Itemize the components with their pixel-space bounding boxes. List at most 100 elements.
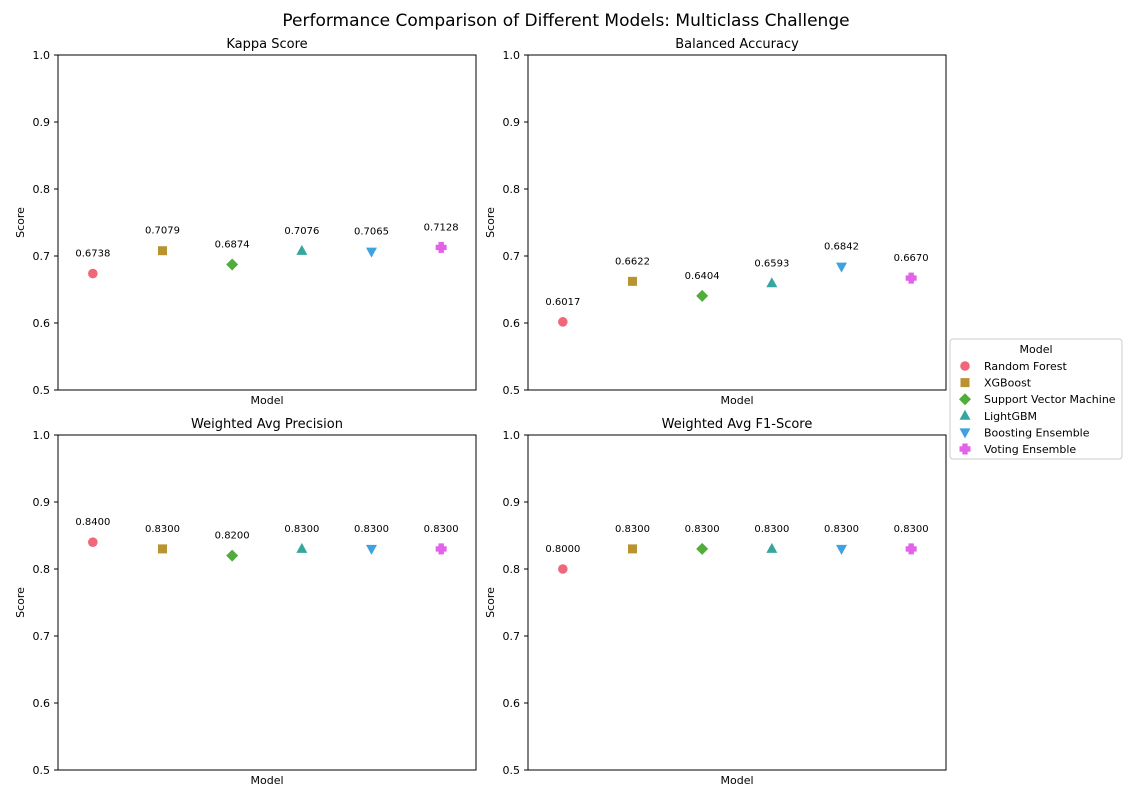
data-label: 0.6622	[615, 256, 650, 267]
data-point	[558, 564, 568, 574]
legend-entry: Boosting Ensemble	[984, 426, 1090, 439]
subplot-1: Kappa Score 0.5 0.6 0.7 0.8 0.9 1.0 Score Model 0…	[14, 37, 477, 407]
data-point	[696, 542, 709, 555]
data-label: 0.8300	[354, 524, 389, 535]
data-point	[435, 241, 447, 253]
axes-frame	[57, 54, 477, 391]
data-label: 0.6404	[685, 271, 720, 282]
data-point	[766, 542, 778, 553]
data-point	[158, 544, 167, 554]
legend-entry: Random Forest	[984, 360, 1067, 373]
data-point	[628, 276, 637, 286]
legend: Model Random Forest XGBoost Support Vector …	[949, 338, 1123, 460]
axes-frame	[527, 54, 947, 391]
legend-title: Model	[1019, 343, 1052, 356]
data-label: 0.8300	[424, 524, 459, 535]
subplots: Kappa Score 0.5 0.6 0.7 0.8 0.9 1.0 Score Model 0…	[14, 37, 947, 787]
data-label: 0.8300	[615, 524, 650, 535]
legend-marker	[959, 428, 971, 439]
y-tick-label: 1.0	[503, 49, 521, 62]
subplot-title: Kappa Score	[226, 37, 307, 52]
y-tick-label: 0.8	[33, 563, 51, 576]
data-label: 0.6874	[215, 239, 250, 250]
y-tick-label: 1.0	[33, 49, 51, 62]
y-tick-label: 0.7	[503, 630, 521, 643]
data-label: 0.6842	[824, 242, 859, 253]
y-axis-label: Score	[484, 207, 497, 238]
data-point	[226, 258, 239, 271]
axes-frame	[527, 434, 947, 771]
data-label: 0.7065	[354, 227, 389, 238]
data-point	[366, 544, 377, 555]
data-point	[905, 543, 917, 555]
y-tick-label: 0.8	[503, 563, 521, 576]
y-tick-label: 1.0	[33, 429, 51, 442]
legend-marker	[960, 378, 970, 388]
x-axis-label: Model	[720, 774, 753, 787]
y-tick-label: 0.9	[33, 116, 51, 129]
legend-entry: XGBoost	[984, 377, 1032, 390]
data-point	[558, 317, 568, 327]
data-point	[836, 262, 847, 273]
y-tick-label: 0.5	[33, 384, 51, 397]
y-tick-label: 0.5	[503, 764, 521, 777]
data-point	[905, 272, 917, 284]
data-label: 0.8300	[685, 524, 720, 535]
legend-marker	[959, 443, 971, 455]
data-point	[628, 544, 637, 554]
data-label: 0.7079	[145, 226, 180, 237]
data-point	[696, 289, 709, 302]
legend-entry: Voting Ensemble	[984, 443, 1076, 456]
data-label: 0.8200	[215, 531, 250, 542]
legend-marker	[959, 393, 971, 406]
subplot-3: Weighted Avg Precision 0.5 0.6 0.7 0.8 0.9 1.0…	[14, 417, 477, 787]
data-point	[88, 537, 98, 547]
data-label: 0.7128	[424, 222, 459, 233]
data-label: 0.8300	[894, 524, 929, 535]
data-point	[836, 544, 847, 555]
data-label: 0.6738	[75, 249, 110, 260]
data-label: 0.6670	[894, 253, 929, 264]
data-point	[296, 244, 308, 255]
data-point	[158, 246, 167, 256]
data-point	[435, 543, 447, 555]
y-tick-label: 0.6	[503, 697, 521, 710]
data-label: 0.8400	[75, 517, 110, 528]
y-tick-label: 0.7	[33, 630, 51, 643]
data-point	[296, 542, 308, 553]
y-tick-label: 0.6	[503, 317, 521, 330]
data-point	[226, 549, 239, 562]
x-axis-label: Model	[720, 394, 753, 407]
y-tick-label: 0.8	[33, 183, 51, 196]
subplot-2: Balanced Accuracy 0.5 0.6 0.7 0.8 0.9 1.0 Score…	[484, 37, 947, 407]
data-point	[366, 247, 377, 258]
subplot-4: Weighted Avg F1-Score 0.5 0.6 0.7 0.8 0.9 1.0 S…	[484, 417, 947, 787]
subplot-title: Weighted Avg Precision	[191, 417, 343, 432]
x-axis-label: Model	[250, 394, 283, 407]
legend-box	[949, 338, 1123, 460]
figure-title: Performance Comparison of Different Mode…	[282, 11, 849, 31]
data-point	[88, 268, 98, 279]
y-tick-label: 0.6	[33, 697, 51, 710]
y-tick-label: 0.7	[33, 250, 51, 263]
y-tick-label: 0.9	[503, 496, 521, 509]
y-tick-label: 0.5	[33, 764, 51, 777]
y-axis-label: Score	[484, 587, 497, 618]
y-tick-label: 0.5	[503, 384, 521, 397]
y-tick-label: 0.9	[33, 496, 51, 509]
data-label: 0.8300	[824, 524, 859, 535]
data-label: 0.8300	[284, 524, 319, 535]
y-tick-label: 1.0	[503, 429, 521, 442]
y-axis-label: Score	[14, 587, 27, 618]
legend-entry: Support Vector Machine	[984, 393, 1116, 406]
y-tick-label: 0.9	[503, 116, 521, 129]
data-point	[766, 277, 778, 288]
legend-marker	[960, 361, 970, 371]
y-tick-label: 0.8	[503, 183, 521, 196]
data-label: 0.7076	[284, 226, 319, 237]
subplot-title: Balanced Accuracy	[675, 37, 799, 52]
subplot-title: Weighted Avg F1-Score	[662, 417, 813, 432]
y-axis-label: Score	[14, 207, 27, 238]
axes-frame	[57, 434, 477, 771]
